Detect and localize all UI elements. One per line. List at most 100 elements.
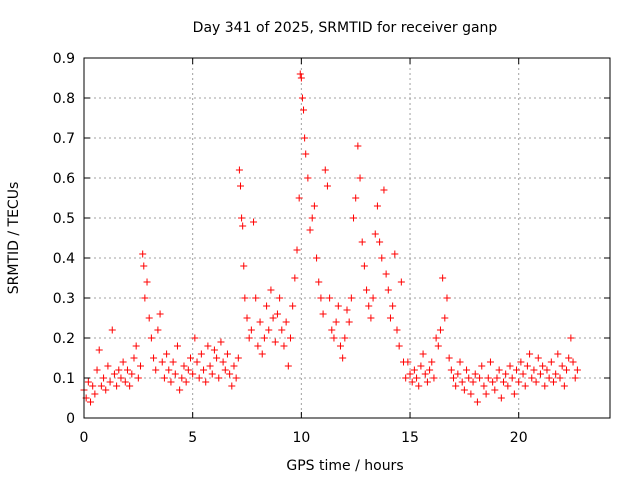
data-point [206,362,214,370]
data-point [139,250,147,258]
data-point [330,334,338,342]
data-point [235,166,243,174]
data-point [226,370,234,378]
x-tick-label: 5 [188,430,197,446]
data-point [434,342,442,350]
data-point [189,370,197,378]
data-point [254,342,262,350]
data-point [436,326,444,334]
data-point [113,382,121,390]
data-point [178,374,186,382]
data-point [504,382,512,390]
y-tick-label: 0.8 [53,91,75,107]
data-point [506,362,514,370]
data-point [100,374,108,382]
y-tick-label: 0 [66,411,75,427]
data-point [460,386,468,394]
data-point [339,354,347,362]
data-point [269,314,277,322]
y-tick-label: 0.7 [53,131,75,147]
data-point [556,374,564,382]
data-point [204,342,212,350]
data-point [456,358,464,366]
data-point [117,374,125,382]
data-point [152,366,160,374]
data-point [395,342,403,350]
grid-lines [84,58,610,418]
data-point [391,250,399,258]
data-point [536,370,544,378]
data-point [163,350,171,358]
data-point [176,386,184,394]
data-point [567,334,575,342]
data-point [543,366,551,374]
data-point [271,338,279,346]
data-point [147,334,155,342]
data-point [243,314,251,322]
data-point [447,366,455,374]
data-point [389,302,397,310]
data-point [93,366,101,374]
data-point [140,262,148,270]
data-point [430,374,438,382]
data-point [360,262,368,270]
data-point [428,358,436,366]
data-point [393,326,401,334]
data-point [89,382,97,390]
data-point [508,374,516,382]
data-point [458,378,466,386]
data-point [210,346,218,354]
data-point [499,378,507,386]
data-point [282,318,290,326]
data-point [465,374,473,382]
data-point [363,286,371,294]
data-point [323,182,331,190]
data-point [306,226,314,234]
data-point [280,342,288,350]
data-point [110,370,118,378]
data-point [426,366,434,374]
data-point [321,166,329,174]
data-point [552,370,560,378]
data-point [137,362,145,370]
data-point [319,310,327,318]
y-tick-label: 0.5 [53,211,75,227]
data-point [104,362,112,370]
data-point [200,366,208,374]
data-point [341,334,349,342]
data-point [128,370,136,378]
data-point [195,374,203,382]
data-point [380,186,388,194]
data-point [141,294,149,302]
data-point [202,378,210,386]
data-point [91,390,99,398]
data-point [228,382,236,390]
data-point [298,94,306,102]
data-point [126,382,134,390]
data-point [486,358,494,366]
data-point [408,378,416,386]
data-point [358,238,366,246]
data-point [517,358,525,366]
data-point [313,254,321,262]
x-tick-label: 10 [292,430,310,446]
data-point [497,394,505,402]
data-point [284,362,292,370]
data-point [480,382,488,390]
data-point [467,390,475,398]
data-point [376,238,384,246]
data-point [571,374,579,382]
data-point [450,374,458,382]
data-point [541,382,549,390]
data-point [432,334,440,342]
data-point [297,74,305,82]
data-point [560,382,568,390]
data-point [239,222,247,230]
data-point [493,374,501,382]
data-point [402,374,410,382]
data-point [439,274,447,282]
data-point [354,142,362,150]
data-point [130,354,138,362]
data-point [267,286,275,294]
x-tick-label: 20 [510,430,528,446]
